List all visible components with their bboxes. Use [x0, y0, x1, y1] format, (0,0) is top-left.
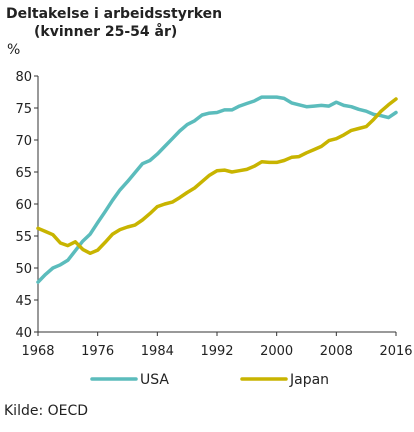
legend-label-japan: Japan [289, 372, 329, 388]
y-tick-label: 55 [15, 230, 32, 245]
x-tick-label: 1976 [81, 344, 114, 359]
chart-title: Deltakelse i arbeidsstyrken [6, 6, 223, 22]
y-tick-label: 70 [15, 134, 32, 149]
y-tick-label: 50 [15, 262, 32, 277]
source-note: Kilde: OECD [4, 403, 89, 419]
y-tick-label: 45 [15, 294, 32, 309]
chart-subtitle: (kvinner 25-54 år) [34, 24, 178, 40]
series-line-usa [36, 95, 398, 284]
x-tick-label: 1992 [200, 344, 233, 359]
x-tick-label: 1984 [141, 344, 174, 359]
series-line-japan [36, 97, 398, 256]
y-tick-label: 60 [15, 198, 32, 213]
y-tick-label: 80 [15, 70, 32, 85]
x-tick-label: 1968 [21, 344, 54, 359]
x-tick-label: 2016 [379, 344, 412, 359]
x-tick-label: 2008 [320, 344, 353, 359]
y-axis-unit-label: % [7, 42, 21, 58]
x-tick-label: 2000 [260, 344, 293, 359]
y-tick-label: 40 [15, 326, 32, 341]
y-tick-label: 75 [15, 102, 32, 117]
legend-label-usa: USA [140, 372, 169, 388]
y-tick-label: 65 [15, 166, 32, 181]
